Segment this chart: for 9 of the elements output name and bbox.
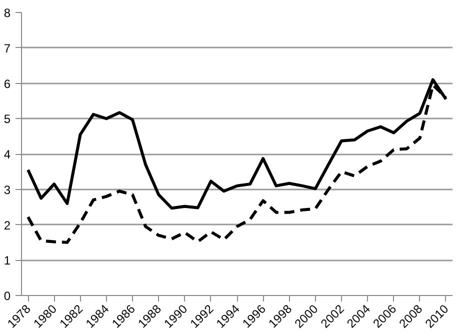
y-tick-label: 3 <box>4 182 11 197</box>
y-tick-label: 6 <box>4 76 11 91</box>
y-tick-label: 8 <box>4 6 11 20</box>
y-tick-label: 7 <box>4 41 11 56</box>
y-tick-label: 5 <box>4 112 11 126</box>
y-tick-label: 4 <box>4 148 11 162</box>
y-tick-label: 2 <box>4 218 11 232</box>
y-tick-label: 0 <box>4 289 11 303</box>
y-tick-label: 1 <box>4 254 11 268</box>
